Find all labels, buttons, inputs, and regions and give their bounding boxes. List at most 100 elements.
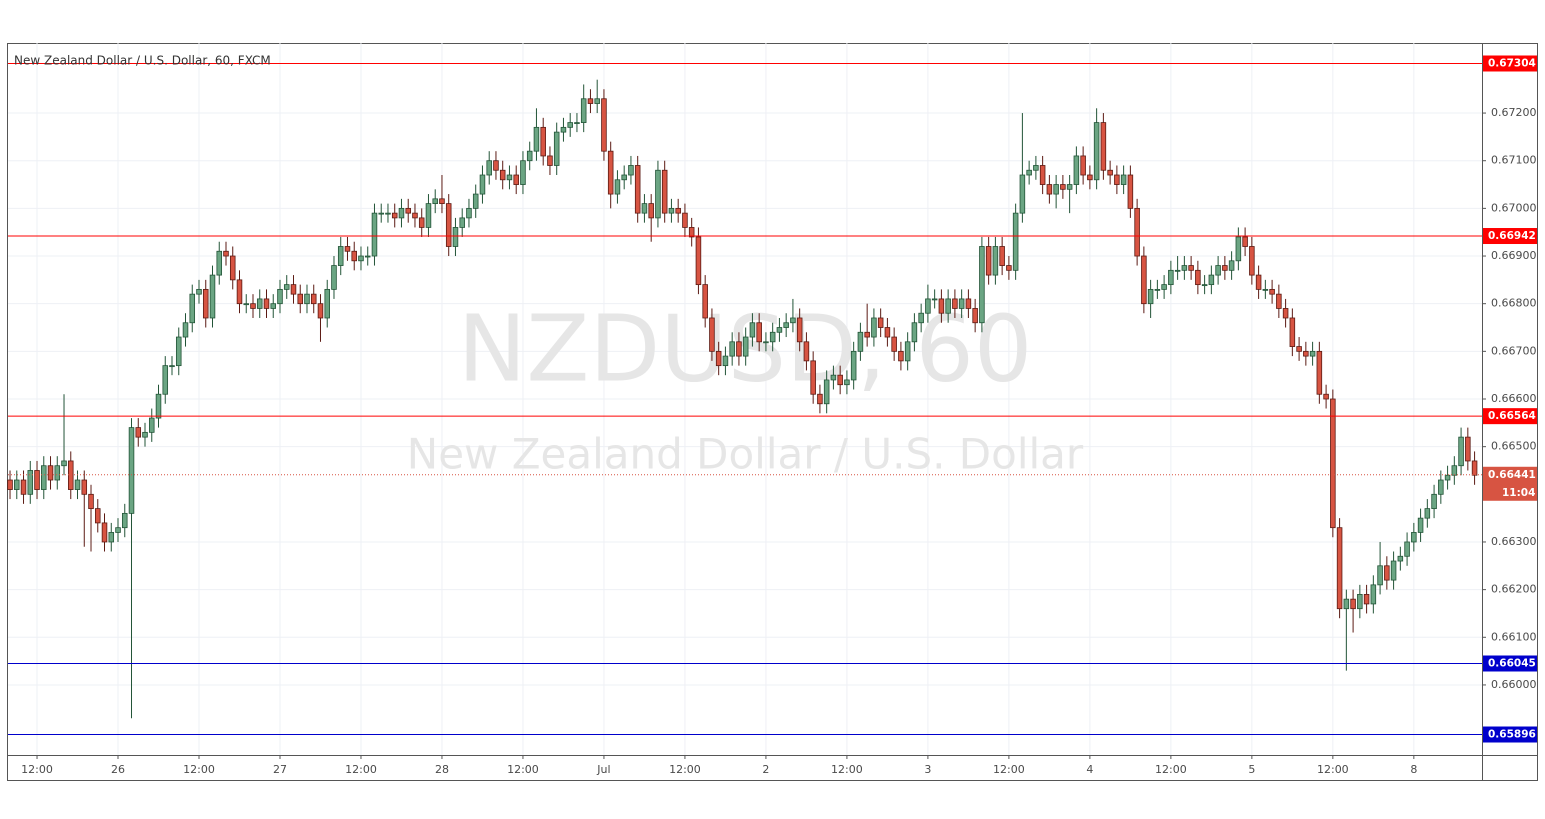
x-tick-label: 8 — [1410, 763, 1417, 776]
candle-body — [540, 126, 546, 157]
countdown: 11:04 — [1502, 487, 1535, 499]
y-tick-label: 0.66800 — [1491, 297, 1537, 310]
candle-body — [1350, 598, 1356, 610]
candle-body — [1222, 265, 1228, 271]
candle-body — [351, 250, 357, 262]
x-tick-label: 12:00 — [21, 763, 53, 776]
candle-body — [1012, 212, 1019, 271]
candle-body — [445, 203, 452, 247]
candle-body — [20, 479, 27, 495]
y-tick-label: 0.66300 — [1491, 535, 1537, 548]
candle-body — [432, 198, 438, 205]
candle-body — [1370, 584, 1377, 605]
candle-body — [877, 317, 884, 328]
x-tick-label: 12:00 — [669, 763, 701, 776]
candle-body — [1444, 474, 1451, 481]
candle-body — [1451, 465, 1458, 476]
candle-body — [736, 341, 742, 357]
candle-body — [169, 365, 175, 368]
candle-body — [1046, 184, 1053, 195]
y-tick-label: 0.66700 — [1491, 344, 1537, 357]
candle-body — [1343, 598, 1350, 610]
candle-body — [1026, 169, 1032, 176]
candle-body — [715, 350, 722, 367]
candle-body — [459, 217, 465, 228]
candle-body — [256, 298, 263, 309]
candle-body — [371, 212, 378, 257]
candle-body — [202, 288, 209, 319]
candle-body — [864, 331, 870, 338]
candle-body — [1093, 122, 1100, 181]
candle-body — [1201, 284, 1208, 287]
candle-body — [1397, 555, 1404, 562]
candle-body — [904, 341, 911, 362]
candle-body — [1228, 260, 1235, 271]
candle-body — [925, 298, 931, 314]
candle-body — [1411, 532, 1417, 543]
candle-body — [81, 479, 88, 495]
candle-body — [1269, 288, 1275, 295]
candle-body — [1438, 479, 1444, 495]
x-tick-label: 12:00 — [831, 763, 863, 776]
candle-body — [1404, 541, 1410, 557]
overlays — [8, 62, 1482, 736]
candle-body — [742, 336, 749, 357]
candle-body — [472, 193, 479, 209]
candle-body — [358, 255, 364, 262]
candle-body — [1363, 593, 1370, 605]
candle-body — [634, 165, 641, 214]
x-tick-label: 2 — [762, 763, 769, 776]
candle-body — [1276, 293, 1282, 309]
candle-body — [587, 98, 594, 104]
candle-body — [628, 165, 634, 176]
candle-body — [236, 279, 243, 305]
candle-body — [952, 298, 958, 309]
candle-body — [1208, 274, 1215, 286]
candle-body — [1336, 527, 1343, 610]
candle-body — [506, 174, 513, 181]
candle-body — [1330, 398, 1336, 529]
candle-body — [769, 331, 776, 343]
candle-body — [189, 293, 196, 324]
candle-body — [688, 227, 695, 238]
candle-body — [661, 169, 668, 214]
candle-body — [1357, 593, 1363, 610]
candle-body — [1100, 122, 1107, 171]
candle-body — [337, 246, 344, 266]
candle-body — [1127, 174, 1134, 209]
candle-body — [121, 512, 128, 529]
candle-body — [1060, 184, 1066, 190]
candle-body — [68, 460, 74, 490]
x-tick-label: 12:00 — [993, 763, 1025, 776]
candle-body — [1431, 493, 1437, 510]
candle-body — [142, 431, 148, 438]
candle-body — [1384, 565, 1390, 581]
candle-body — [74, 479, 81, 490]
candle-body — [182, 322, 189, 338]
candle-body — [695, 236, 702, 286]
candle-body — [34, 470, 40, 490]
candle-body — [857, 331, 864, 352]
y-tick-label: 0.67000 — [1491, 201, 1537, 214]
candle-body — [135, 427, 142, 438]
candle-body — [783, 322, 789, 328]
candle-body — [486, 160, 492, 176]
candle-body — [1107, 169, 1113, 176]
candle-body — [1033, 165, 1039, 171]
candle-body — [310, 293, 317, 305]
candle-body — [776, 327, 783, 333]
candle-body — [655, 169, 661, 219]
x-tick-label: 5 — [1248, 763, 1255, 776]
candle-body — [418, 217, 425, 228]
candle-body — [1316, 350, 1323, 395]
candle-body — [1417, 517, 1424, 533]
candle-body — [621, 174, 627, 181]
candle-body — [229, 255, 236, 281]
candle-body — [95, 508, 101, 524]
candle-body — [1066, 184, 1073, 190]
level-label: 0.66564 — [1488, 410, 1536, 422]
candle-body — [675, 207, 681, 214]
candle-body — [1309, 350, 1316, 357]
candle-body — [493, 160, 499, 171]
candle-body — [324, 288, 330, 319]
